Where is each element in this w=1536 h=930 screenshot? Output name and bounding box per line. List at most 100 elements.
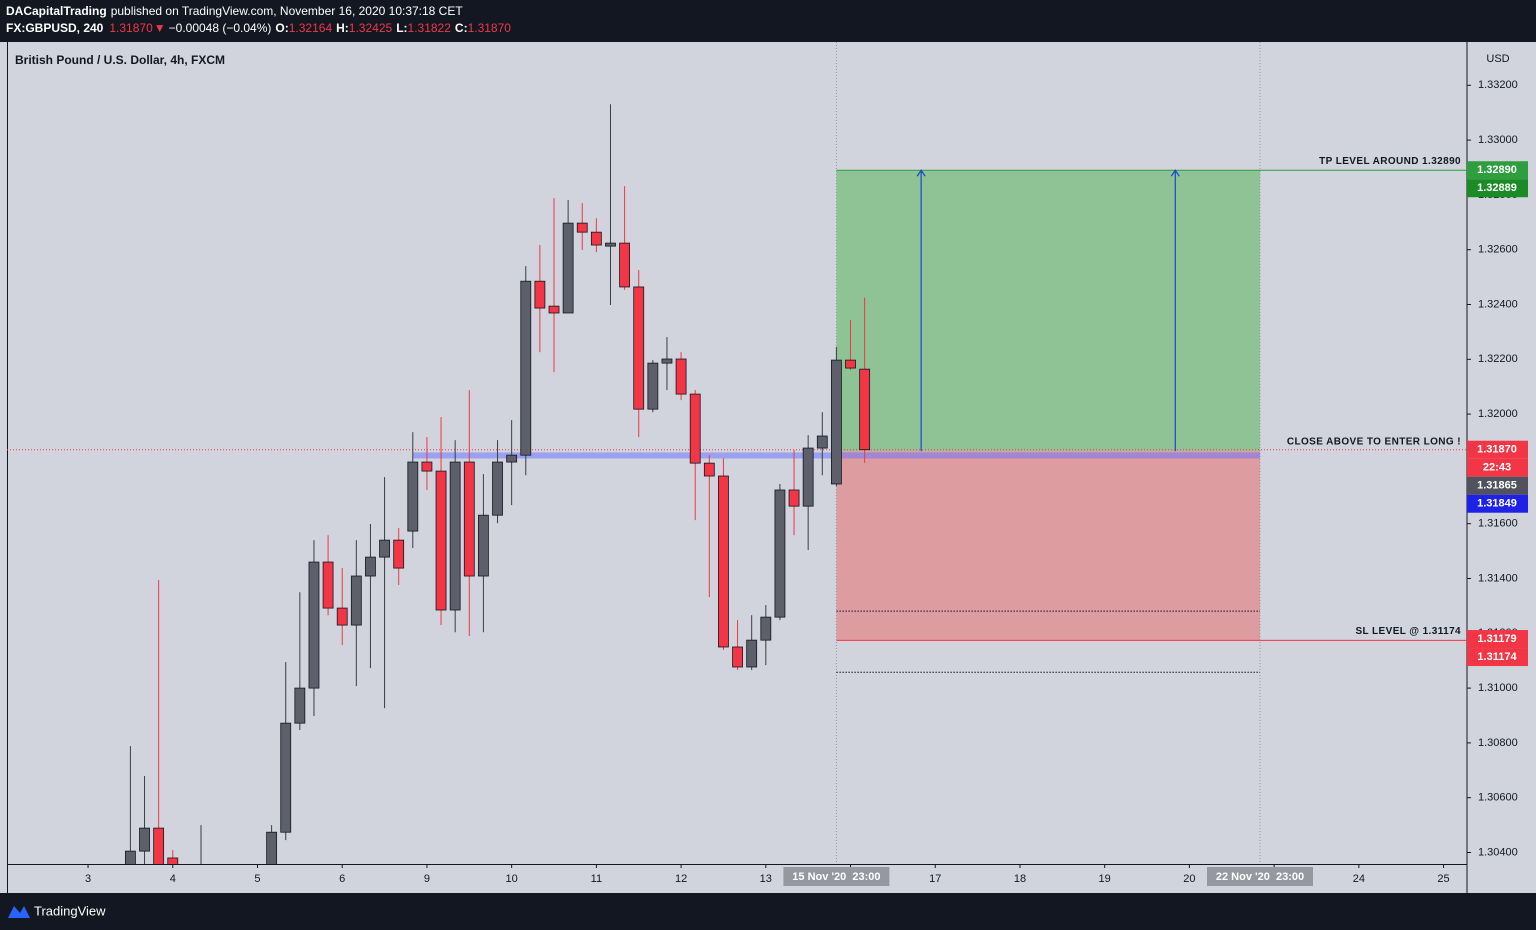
ohlc-key: C: <box>455 21 468 35</box>
header-line: FX:GBPUSD, 240 1.31870▼ −0.00048 (−0.04%) O… <box>6 21 511 35</box>
candle-body <box>280 722 292 833</box>
price-label: 1.31870 <box>1477 444 1517 456</box>
candle-body <box>421 461 433 472</box>
candle-body <box>562 222 574 314</box>
y-tick-label: 1.33200 <box>1478 79 1518 91</box>
x-tick-label: 19 <box>1099 873 1111 885</box>
chart-title: British Pound / U.S. Dollar, 4h, FXCM <box>15 53 225 67</box>
y-tick-label: 1.30600 <box>1478 792 1518 804</box>
candle-body <box>506 454 518 463</box>
candle-body <box>379 539 390 558</box>
chart-background <box>0 42 1536 893</box>
x-tick-label: 24 <box>1353 873 1365 885</box>
published: published on TradingView.com, November 1… <box>111 4 464 18</box>
x-tick-label: 12 <box>675 873 687 885</box>
candle-body <box>633 286 645 410</box>
candle-body <box>802 447 814 507</box>
candle-body <box>788 489 800 507</box>
price-label-bg <box>1467 476 1528 495</box>
last-price: 1.31870 <box>109 21 153 35</box>
candle-body <box>449 461 461 611</box>
currency: USD <box>1486 53 1509 65</box>
y-tick-label: 1.32400 <box>1478 298 1518 310</box>
candle-body <box>845 359 856 369</box>
candle-body <box>393 539 405 569</box>
target-arrow <box>1170 169 1180 452</box>
ohlc-key: O: <box>275 21 288 35</box>
candle-body <box>534 280 546 309</box>
y-tick-label: 1.31400 <box>1478 572 1518 584</box>
price-label-bg <box>1467 440 1528 459</box>
candle-body <box>463 461 475 577</box>
price-label: 1.32889 <box>1477 182 1517 194</box>
candle-body <box>153 827 165 864</box>
candle-body <box>266 831 278 864</box>
candle-body <box>125 850 136 864</box>
x-tick-label: 9 <box>424 873 430 885</box>
candle-body <box>322 561 334 609</box>
candle-body <box>365 556 376 577</box>
x-tick-label: 4 <box>170 873 176 885</box>
candle-body <box>590 231 602 246</box>
x-tick-label: 18 <box>1014 873 1026 885</box>
price-label-bg <box>1467 179 1528 198</box>
candle-body <box>746 639 758 668</box>
price-label: 1.31849 <box>1477 498 1517 510</box>
price-label: 1.31179 <box>1477 633 1516 645</box>
candle-body <box>816 435 828 449</box>
candle-body <box>308 561 320 689</box>
candle-body <box>718 475 729 648</box>
candle-body <box>732 646 743 668</box>
symbol: FX:GBPUSD, 240 <box>6 21 104 35</box>
time-badge: 22 Nov '20 23:00 <box>1216 871 1304 883</box>
candle-body <box>548 305 560 314</box>
price-label-bg <box>1467 458 1528 477</box>
price-label-bg <box>1467 494 1528 513</box>
header-bar <box>0 0 1536 42</box>
price-label-bg <box>1467 648 1528 667</box>
candle-body <box>336 607 348 626</box>
y-tick-label: 1.30400 <box>1478 846 1518 858</box>
header-line: DACapitalTrading published on TradingView… <box>6 4 463 18</box>
footer-bar <box>0 893 1536 930</box>
x-tick-label: 25 <box>1437 873 1449 885</box>
time-badge: 15 Nov '20 23:00 <box>792 871 880 883</box>
price-label: 1.31865 <box>1477 480 1517 492</box>
candle-body <box>478 514 489 577</box>
annotation: SL LEVEL @ 1.31174 <box>1355 626 1461 637</box>
candle-body <box>859 368 871 451</box>
y-tick-label: 1.31600 <box>1478 518 1518 530</box>
candle-body <box>167 857 179 864</box>
x-tick-label: 10 <box>506 873 518 885</box>
profit-zone <box>836 170 1261 452</box>
brand-logo <box>8 906 30 918</box>
y-tick-label: 1.32200 <box>1478 353 1518 365</box>
y-tick-label: 1.32600 <box>1478 244 1518 256</box>
candle-body <box>689 393 701 464</box>
x-tick-label: 5 <box>254 873 260 885</box>
candle-body <box>435 470 447 611</box>
annotation: CLOSE ABOVE TO ENTER LONG ! <box>1287 437 1461 448</box>
price-label: 22:43 <box>1483 462 1511 474</box>
y-tick-label: 1.30800 <box>1478 737 1518 749</box>
brand: TradingView <box>34 903 106 918</box>
candle-body <box>831 359 842 485</box>
author: DACapitalTrading <box>6 4 107 18</box>
candle-body <box>619 242 631 288</box>
ohlc-value: 1.32425 <box>349 21 393 35</box>
candle-body <box>350 575 362 626</box>
price-label-bg <box>1467 630 1528 649</box>
change: −0.00048 (−0.04%) <box>169 21 272 35</box>
change-arrow: ▼ <box>154 21 166 35</box>
y-tick-label: 1.33000 <box>1478 134 1518 146</box>
candle-body <box>703 462 715 477</box>
x-tick-label: 17 <box>929 873 941 885</box>
y-tick-label: 1.31000 <box>1478 682 1518 694</box>
candle-body <box>661 358 673 364</box>
candle-body <box>774 489 786 618</box>
x-tick-label: 20 <box>1183 873 1195 885</box>
candle-body <box>520 280 532 456</box>
plot-area <box>7 42 1467 864</box>
candle-body <box>605 242 616 247</box>
price-label: 1.31174 <box>1477 651 1517 663</box>
